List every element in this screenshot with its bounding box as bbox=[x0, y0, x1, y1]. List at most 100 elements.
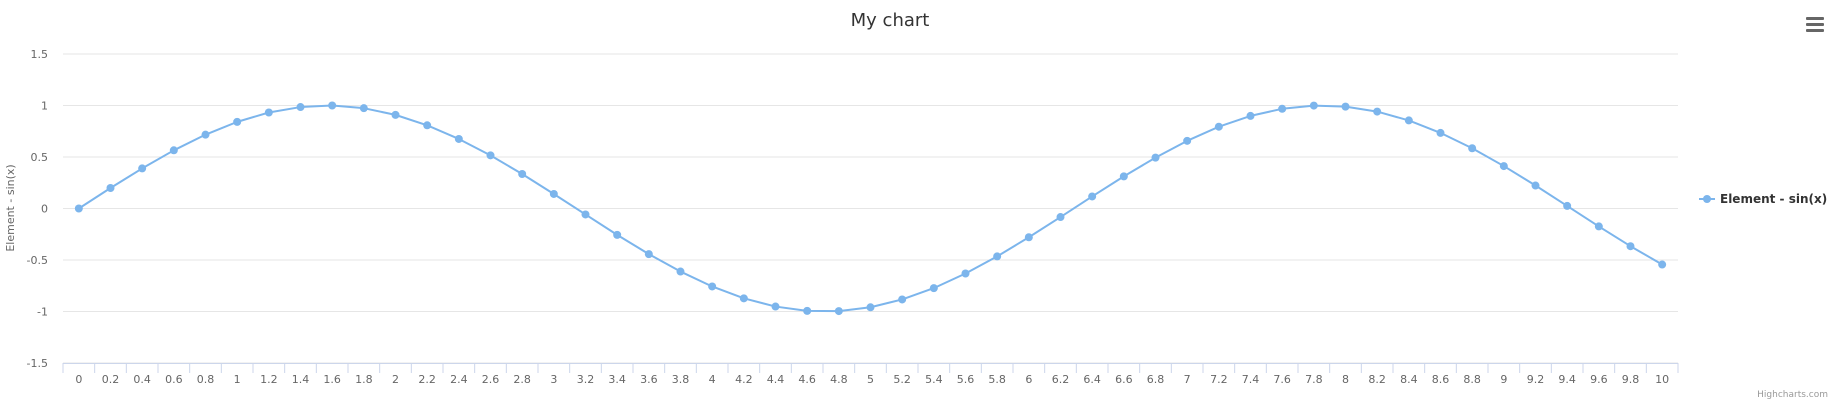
legend[interactable]: Element - sin(x) bbox=[1699, 192, 1827, 206]
data-point-marker[interactable] bbox=[1278, 104, 1287, 113]
y-tick-label: 1 bbox=[41, 100, 48, 113]
data-point-marker[interactable] bbox=[834, 307, 843, 316]
y-tick-label: 1.5 bbox=[31, 48, 49, 61]
data-point-marker[interactable] bbox=[993, 252, 1002, 261]
x-tick-label: 4.2 bbox=[735, 373, 753, 386]
x-tick-label: 3.4 bbox=[608, 373, 626, 386]
data-point-marker[interactable] bbox=[1151, 153, 1160, 162]
credits-link[interactable]: Highcharts.com bbox=[1757, 390, 1828, 400]
y-tick-label: -1.5 bbox=[27, 357, 48, 370]
x-tick-label: 6 bbox=[1025, 373, 1032, 386]
data-point-marker[interactable] bbox=[581, 210, 590, 219]
data-point-marker[interactable] bbox=[1626, 242, 1635, 251]
x-tick-label: 4.4 bbox=[767, 373, 785, 386]
data-point-marker[interactable] bbox=[74, 204, 83, 213]
data-point-marker[interactable] bbox=[106, 184, 115, 193]
x-tick-label: 7 bbox=[1184, 373, 1191, 386]
x-tick-label: 7.2 bbox=[1210, 373, 1228, 386]
x-tick-label: 9.6 bbox=[1590, 373, 1608, 386]
data-point-marker[interactable] bbox=[1468, 144, 1477, 153]
data-point-marker[interactable] bbox=[328, 101, 337, 110]
x-tick-label: 0.4 bbox=[133, 373, 151, 386]
data-point-marker[interactable] bbox=[486, 151, 495, 160]
data-point-marker[interactable] bbox=[169, 146, 178, 155]
x-tick-label: 9.2 bbox=[1527, 373, 1545, 386]
data-point-marker[interactable] bbox=[1024, 233, 1033, 242]
data-point-marker[interactable] bbox=[771, 302, 780, 311]
x-tick-label: 2.2 bbox=[418, 373, 436, 386]
data-point-marker[interactable] bbox=[1436, 128, 1445, 137]
x-tick-label: 9.8 bbox=[1622, 373, 1640, 386]
data-point-marker[interactable] bbox=[359, 104, 368, 113]
data-point-marker[interactable] bbox=[1309, 101, 1318, 110]
data-point-marker[interactable] bbox=[423, 121, 432, 130]
x-tick-label: 6.8 bbox=[1147, 373, 1165, 386]
y-tick-label: -1 bbox=[37, 306, 48, 319]
x-tick-label: 6.2 bbox=[1052, 373, 1070, 386]
x-tick-label: 7.8 bbox=[1305, 373, 1323, 386]
data-point-marker[interactable] bbox=[676, 267, 685, 276]
data-point-marker[interactable] bbox=[1214, 122, 1223, 131]
data-point-marker[interactable] bbox=[1594, 222, 1603, 231]
data-point-marker[interactable] bbox=[898, 295, 907, 304]
y-axis-title: Element - sin(x) bbox=[4, 164, 17, 251]
data-point-marker[interactable] bbox=[1088, 192, 1097, 201]
x-tick-label: 2.6 bbox=[482, 373, 500, 386]
data-point-marker[interactable] bbox=[391, 110, 400, 119]
series-layer[interactable] bbox=[74, 101, 1667, 316]
x-tick-label: 2 bbox=[392, 373, 399, 386]
data-point-marker[interactable] bbox=[739, 294, 748, 303]
data-point-marker[interactable] bbox=[1658, 260, 1667, 269]
data-point-marker[interactable] bbox=[1531, 181, 1540, 190]
x-tick-label: 5.8 bbox=[988, 373, 1006, 386]
data-point-marker[interactable] bbox=[961, 269, 970, 278]
x-tick-label: 8.4 bbox=[1400, 373, 1418, 386]
x-tick-label: 3.2 bbox=[577, 373, 595, 386]
data-point-marker[interactable] bbox=[518, 169, 527, 178]
data-point-marker[interactable] bbox=[296, 103, 305, 112]
data-point-marker[interactable] bbox=[233, 117, 242, 126]
x-tick-label: 8.2 bbox=[1368, 373, 1386, 386]
data-point-marker[interactable] bbox=[1563, 201, 1572, 210]
x-tick-label: 7.4 bbox=[1242, 373, 1260, 386]
x-tick-label: 7.6 bbox=[1273, 373, 1291, 386]
data-point-marker[interactable] bbox=[1056, 213, 1065, 222]
data-point-marker[interactable] bbox=[549, 189, 558, 198]
data-point-marker[interactable] bbox=[708, 282, 717, 291]
data-point-marker[interactable] bbox=[1404, 116, 1413, 125]
x-tick-label: 5.4 bbox=[925, 373, 943, 386]
menu-bar-top bbox=[1806, 17, 1824, 20]
menu-bar-middle bbox=[1806, 23, 1824, 26]
data-point-marker[interactable] bbox=[1183, 136, 1192, 145]
data-point-marker[interactable] bbox=[264, 108, 273, 117]
chart-title: My chart bbox=[851, 10, 930, 31]
x-tick-label: 10 bbox=[1655, 373, 1669, 386]
x-tick-label: 1 bbox=[234, 373, 241, 386]
y-tick-label: -0.5 bbox=[27, 254, 48, 267]
data-point-marker[interactable] bbox=[1373, 107, 1382, 116]
data-point-marker[interactable] bbox=[1341, 102, 1350, 111]
data-point-marker[interactable] bbox=[138, 164, 147, 173]
data-point-marker[interactable] bbox=[1119, 172, 1128, 181]
data-point-marker[interactable] bbox=[454, 134, 463, 143]
x-tick-label: 4.6 bbox=[798, 373, 816, 386]
x-tick-label: 6.6 bbox=[1115, 373, 1133, 386]
data-point-marker[interactable] bbox=[1499, 162, 1508, 171]
data-point-marker[interactable] bbox=[866, 303, 875, 312]
x-tick-label: 5.6 bbox=[957, 373, 975, 386]
data-point-marker[interactable] bbox=[803, 306, 812, 315]
data-point-marker[interactable] bbox=[201, 130, 210, 139]
data-point-marker[interactable] bbox=[929, 284, 938, 293]
x-tick-label: 2.8 bbox=[513, 373, 531, 386]
data-point-marker[interactable] bbox=[644, 250, 653, 259]
legend-item-label[interactable]: Element - sin(x) bbox=[1720, 192, 1827, 206]
data-point-marker[interactable] bbox=[613, 230, 622, 239]
y-tick-label: 0 bbox=[41, 203, 48, 216]
x-tick-label: 2.4 bbox=[450, 373, 468, 386]
x-tick-label: 5.2 bbox=[893, 373, 911, 386]
data-point-marker[interactable] bbox=[1246, 111, 1255, 120]
x-tick-label: 0.2 bbox=[102, 373, 120, 386]
hamburger-menu-icon[interactable] bbox=[1800, 12, 1830, 36]
